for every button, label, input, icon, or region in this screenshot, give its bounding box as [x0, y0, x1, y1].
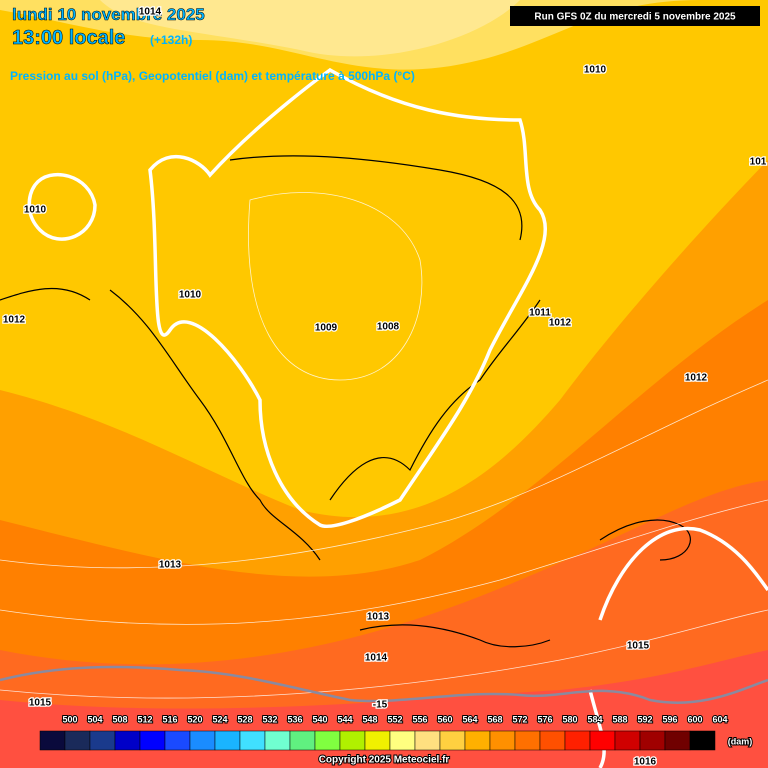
legend-swatch: [64, 730, 91, 751]
isobar-label: 1015: [29, 698, 52, 709]
temperature-contour: [0, 665, 768, 704]
isobar-label: 1016: [634, 757, 657, 768]
copyright: Copyright 2025 Meteociel.fr: [319, 755, 450, 766]
legend-value: 520: [187, 714, 202, 724]
legend-value: 552: [387, 714, 402, 724]
legend-swatch: [614, 730, 641, 751]
legend-swatch: [289, 730, 316, 751]
isobar-label: 1015: [627, 641, 650, 652]
legend-value: 588: [612, 714, 627, 724]
legend-swatch: [189, 730, 216, 751]
legend-swatch: [564, 730, 591, 751]
legend-swatch: [89, 730, 116, 751]
run-box: [510, 6, 760, 26]
isobar-label: 1014: [139, 7, 162, 18]
legend-value: 604: [712, 714, 727, 724]
isobar-label: 1010: [179, 290, 202, 301]
legend-value: 544: [337, 714, 352, 724]
legend-value: 512: [137, 714, 152, 724]
legend-value: 576: [537, 714, 552, 724]
legend-value: 516: [162, 714, 177, 724]
legend-value: 564: [462, 714, 477, 724]
title: lundi 10 novembre 2025: [12, 5, 205, 24]
legend-value: 540: [312, 714, 327, 724]
legend-value: 556: [412, 714, 427, 724]
legend-swatch: [664, 730, 691, 751]
isobar-label: 1012: [685, 373, 708, 384]
isobar-label: 1013: [367, 612, 390, 623]
legend-value: 508: [112, 714, 127, 724]
temperature-label: -15: [373, 700, 388, 711]
legend-swatch: [314, 730, 341, 751]
geopotential-contour: [148, 67, 547, 528]
legend-swatch: [114, 730, 141, 751]
band-lighter: [100, 0, 520, 57]
legend-value: 600: [687, 714, 702, 724]
legend-swatch: [264, 730, 291, 751]
isobar-label: 1010: [584, 65, 607, 76]
legend-swatch: [339, 730, 366, 751]
legend-swatch: [414, 730, 441, 751]
isobar-label: 1008: [377, 322, 400, 333]
legend-unit: (dam): [728, 736, 753, 746]
legend-value: 592: [637, 714, 652, 724]
isobar-label: 1012: [3, 315, 26, 326]
legend-swatch: [239, 730, 266, 751]
legend-swatch: [539, 730, 566, 751]
offset: (+132h): [150, 33, 192, 47]
legend-value: 548: [362, 714, 377, 724]
coastlines: [0, 155, 691, 648]
legend-swatch: [39, 730, 66, 751]
legend-swatch: [439, 730, 466, 751]
legend-value: 536: [287, 714, 302, 724]
legend-value: 532: [262, 714, 277, 724]
run-info: Run GFS 0Z du mercredi 5 novembre 2025: [534, 12, 736, 23]
legend-swatch: [139, 730, 166, 751]
isobar-label: 1013: [159, 560, 182, 571]
isobar-label: 1012: [549, 318, 572, 329]
isobar-label: 1014: [365, 653, 388, 664]
isobar-label: 1011: [529, 308, 551, 319]
subtitle: 13:00 locale: [12, 27, 125, 49]
legend-swatch: [214, 730, 241, 751]
legend-swatch: [589, 730, 616, 751]
legend-swatch: [464, 730, 491, 751]
isobar-label: 1010: [24, 205, 47, 216]
legend-value: 524: [212, 714, 227, 724]
legend-swatch: [164, 730, 191, 751]
legend-value: 568: [487, 714, 502, 724]
legend-swatch: [364, 730, 391, 751]
legend-swatch: [514, 730, 541, 751]
legend-value: 572: [512, 714, 527, 724]
legend-swatch: [639, 730, 666, 751]
legend-value: 500: [62, 714, 77, 724]
legend-value: 504: [87, 714, 102, 724]
legend-swatch: [689, 730, 716, 751]
legend-value: 596: [662, 714, 677, 724]
legend-value: 560: [437, 714, 452, 724]
description: Pression au sol (hPa), Geopotentiel (dam…: [10, 69, 415, 83]
isobar-label: 1009: [315, 323, 338, 334]
legend-swatch: [389, 730, 416, 751]
legend-value: 580: [562, 714, 577, 724]
isobars: [0, 192, 768, 699]
isobar-label: 101: [750, 157, 767, 168]
legend-value: 528: [237, 714, 252, 724]
geopotential-contour: [27, 173, 97, 241]
legend-swatch: [489, 730, 516, 751]
legend-value: 584: [587, 714, 602, 724]
